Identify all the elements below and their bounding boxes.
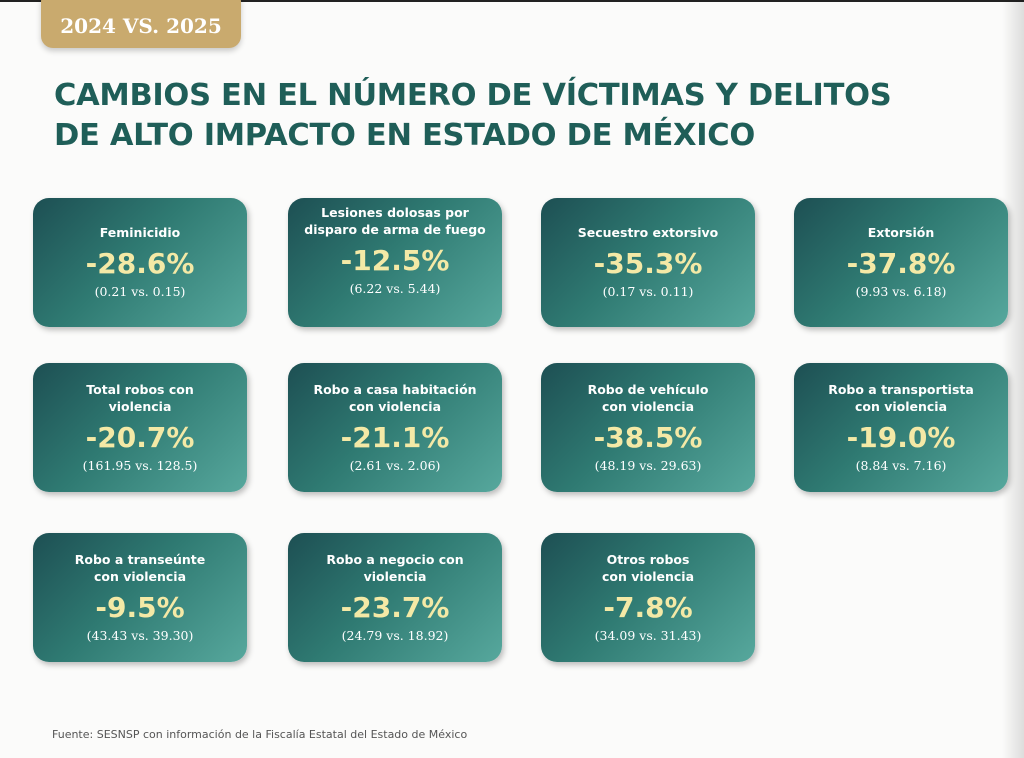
card-comparison: (43.43 vs. 39.30): [86, 627, 194, 643]
card-change: -37.8%: [846, 247, 956, 280]
card-change: -35.3%: [593, 247, 703, 280]
card-label: Otros robos con violencia: [601, 551, 695, 584]
page-title-line-1: CAMBIOS EN EL NÚMERO DE VÍCTIMAS Y DELIT…: [54, 78, 892, 113]
card-label: Feminicidio: [99, 225, 181, 240]
card-comparison: (8.84 vs. 7.16): [855, 457, 947, 473]
card-comparison: (161.95 vs. 128.5): [82, 457, 198, 473]
right-edge-shadow: [1002, 0, 1024, 758]
card-change: -9.5%: [95, 590, 185, 624]
card-label: Robo a casa habitación con violencia: [313, 381, 477, 414]
stat-card-robo-vehiculo: Robo de vehículo con violencia -38.5% (48.…: [541, 363, 755, 492]
stat-card-secuestro: Secuestro extorsivo -35.3% (0.17 vs. 0.11): [541, 198, 755, 327]
stat-card-robo-casa: Robo a casa habitación con violencia -21.…: [288, 363, 502, 492]
source-note: Fuente: SESNSP con información de la Fis…: [52, 728, 468, 741]
stat-card-lesiones-dolosas: Lesiones dolosas por disparo de arma de …: [288, 198, 502, 327]
stat-card-extorsion: Extorsión -37.8% (9.93 vs. 6.18): [794, 198, 1008, 327]
stat-card-total-robos: Total robos con violencia -20.7% (161.95 v…: [33, 363, 247, 492]
stat-card-robo-negocio: Robo a negocio con violencia -23.7% (24.79…: [288, 533, 502, 662]
card-label: Robo a transeúnte con violencia: [74, 551, 206, 584]
card-label: Extorsión: [867, 225, 935, 240]
top-border: [0, 0, 1024, 2]
page-title-line-2: DE ALTO IMPACTO EN ESTADO DE MÉXICO: [54, 118, 756, 153]
page-title: CAMBIOS EN EL NÚMERO DE VÍCTIMAS Y DELIT…: [54, 76, 892, 156]
card-comparison: (0.17 vs. 0.11): [602, 284, 694, 299]
card-label: Robo a transportista con violencia: [828, 381, 974, 414]
stat-card-robo-transeunte: Robo a transeúnte con violencia -9.5% (43.…: [33, 533, 247, 662]
card-label: Robo de vehículo con violencia: [587, 381, 709, 414]
card-change: -12.5%: [340, 244, 450, 277]
card-change: -21.1%: [340, 420, 450, 454]
card-comparison: (34.09 vs. 31.43): [594, 627, 702, 643]
card-label: Secuestro extorsivo: [577, 225, 719, 240]
card-change: -20.7%: [85, 420, 195, 454]
card-change: -28.6%: [85, 247, 195, 280]
stat-card-robo-transportista: Robo a transportista con violencia -19.0%…: [794, 363, 1008, 492]
card-change: -7.8%: [603, 590, 693, 624]
period-badge: 2024 VS. 2025: [41, 0, 241, 48]
card-change: -19.0%: [846, 420, 956, 454]
card-label: Robo a negocio con violencia: [326, 551, 464, 584]
card-comparison: (24.79 vs. 18.92): [341, 627, 449, 643]
card-comparison: (48.19 vs. 29.63): [594, 457, 702, 473]
card-label: Total robos con violencia: [86, 381, 194, 414]
card-change: -38.5%: [593, 420, 703, 454]
card-comparison: (0.21 vs. 0.15): [94, 284, 186, 299]
card-comparison: (2.61 vs. 2.06): [349, 457, 441, 473]
card-comparison: (9.93 vs. 6.18): [855, 284, 947, 299]
card-label: Lesiones dolosas por disparo de arma de …: [304, 205, 486, 237]
period-badge-text: 2024 VS. 2025: [60, 14, 222, 38]
card-change: -23.7%: [340, 590, 450, 624]
stat-card-otros-robos: Otros robos con violencia -7.8% (34.09 vs.…: [541, 533, 755, 662]
stat-card-feminicidio: Feminicidio -28.6% (0.21 vs. 0.15): [33, 198, 247, 327]
card-comparison: (6.22 vs. 5.44): [349, 281, 441, 296]
